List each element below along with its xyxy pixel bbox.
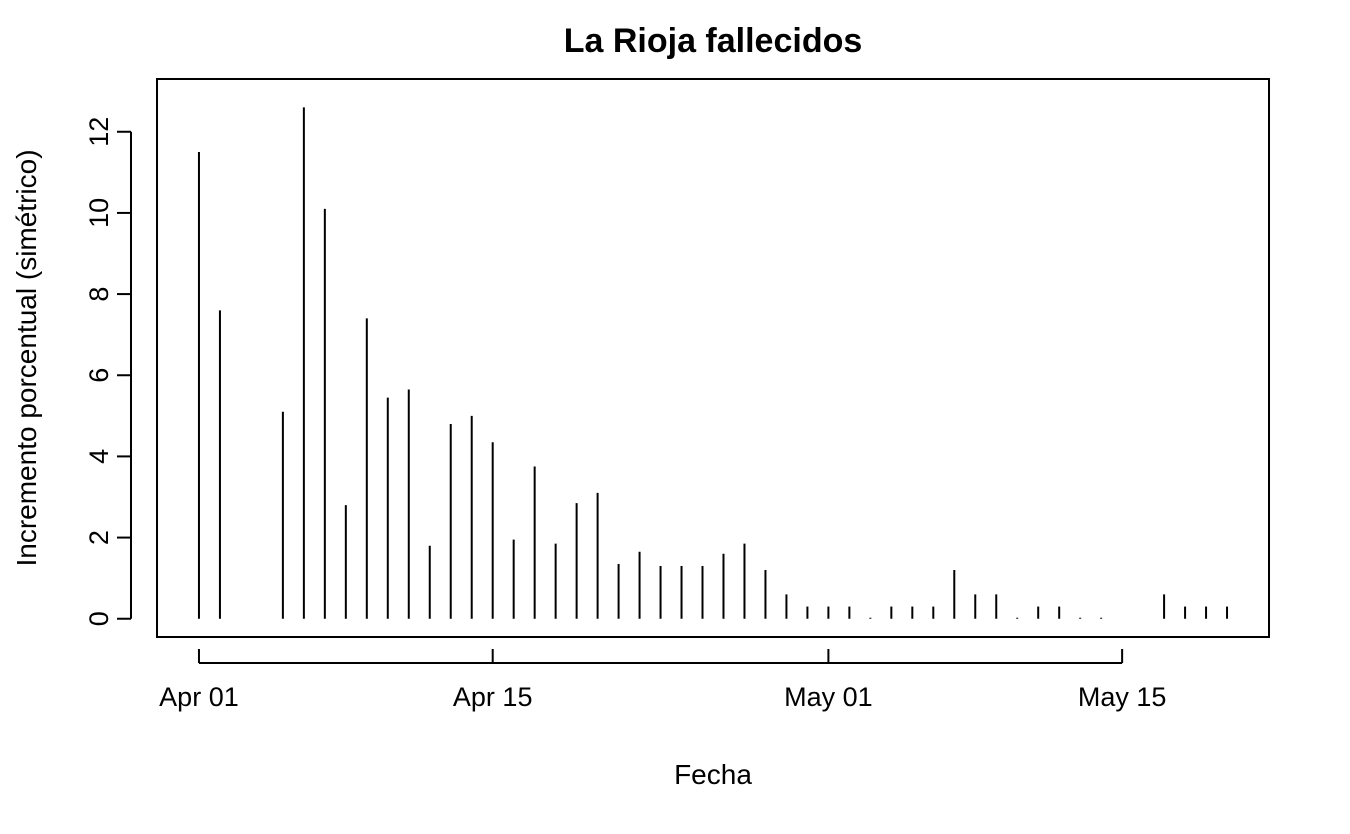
y-axis-label: Incremento porcentual (simétrico) [11,149,42,566]
y-tick-label: 2 [84,530,114,545]
y-axis: 0 2 4 6 8 10 12 [84,117,132,626]
y-tick-label: 8 [84,287,114,302]
x-tick-label: May 01 [784,682,873,712]
x-tick-label: Apr 15 [453,682,533,712]
x-tick-label: May 15 [1078,682,1167,712]
y-tick-label: 4 [84,449,114,464]
x-tick-label: Apr 01 [159,682,239,712]
plot-frame [156,78,1270,638]
y-tick-label: 6 [84,368,114,383]
y-tick-label: 10 [84,198,114,228]
x-axis: Apr 01 Apr 15 May 01 May 15 [159,649,1166,712]
y-tick-label: 12 [84,117,114,147]
y-tick-label: 0 [84,611,114,626]
x-axis-label: Fecha [674,759,752,790]
chart-title: La Rioja fallecidos [564,22,863,60]
data-bars [197,107,1229,619]
